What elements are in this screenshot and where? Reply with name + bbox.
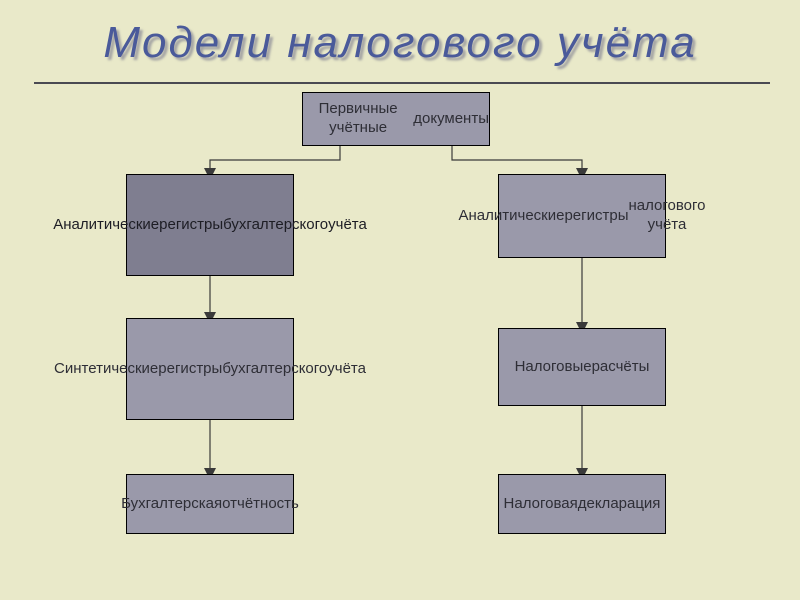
node-analytical-accounting-registers: Аналитическиерегистрыбухгалтерскогоучёта xyxy=(126,174,294,276)
node-synthetic-accounting-registers: Синтетическиерегистрыбухгалтерскогоучёта xyxy=(126,318,294,420)
node-line: регистры xyxy=(158,360,222,379)
node-line: документы xyxy=(413,110,489,129)
node-line: бухгалтерского xyxy=(222,360,327,379)
node-line: Бухгалтерская xyxy=(121,495,222,514)
node-primary-documents: Первичные учётныедокументы xyxy=(302,92,490,146)
node-analytical-tax-registers: Аналитическиерегистрыналогового учёта xyxy=(498,174,666,258)
node-line: Налоговые xyxy=(515,358,592,377)
node-tax-calculations: Налоговыерасчёты xyxy=(498,328,666,406)
edge xyxy=(210,146,340,174)
node-line: Первичные учётные xyxy=(303,100,413,138)
node-line: отчётность xyxy=(222,495,299,514)
node-line: учёта xyxy=(328,216,367,235)
node-line: регистры xyxy=(564,207,628,226)
slide: Модели налогового учёта Первичные учётны… xyxy=(0,0,800,600)
node-line: декларация xyxy=(578,495,661,514)
title-underline xyxy=(34,82,770,84)
edge xyxy=(452,146,582,174)
node-tax-declaration: Налоговаядекларация xyxy=(498,474,666,534)
node-line: бухгалтерского xyxy=(223,216,328,235)
node-line: Налоговая xyxy=(504,495,578,514)
edges-layer xyxy=(0,0,800,600)
node-line: Синтетические xyxy=(54,360,158,379)
node-line: учёта xyxy=(327,360,366,379)
node-accounting-reports: Бухгалтерскаяотчётность xyxy=(126,474,294,534)
node-line: расчёты xyxy=(592,358,650,377)
node-line: налогового учёта xyxy=(629,197,706,235)
node-line: регистры xyxy=(159,216,223,235)
node-line: Аналитические xyxy=(53,216,159,235)
page-title: Модели налогового учёта xyxy=(103,18,696,68)
node-line: Аналитические xyxy=(459,207,565,226)
